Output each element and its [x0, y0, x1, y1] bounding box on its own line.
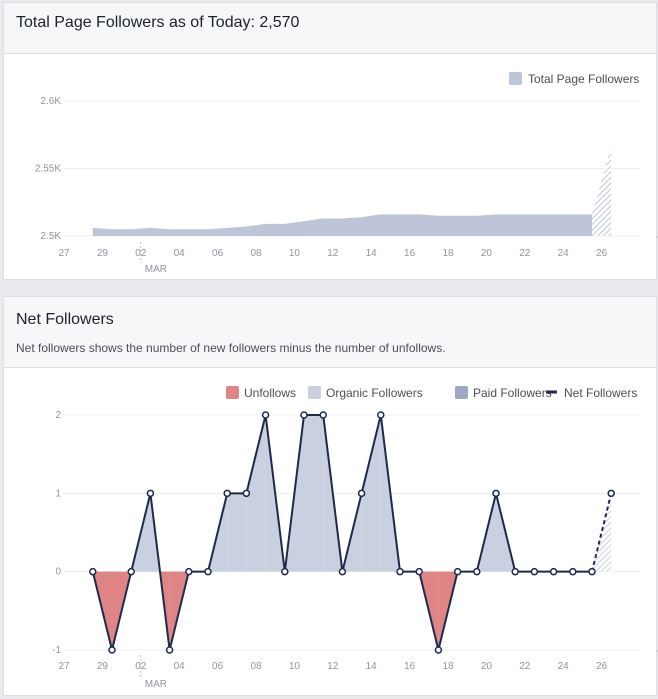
- x-tick-label: 16: [404, 248, 416, 259]
- month-label: MAR: [145, 679, 167, 690]
- total-followers-area: [92, 214, 593, 236]
- data-point: [377, 411, 385, 419]
- data-point: [396, 567, 404, 576]
- y-tick-label: -1: [52, 645, 61, 656]
- x-tick-label: 20: [481, 661, 493, 672]
- data-point: [434, 646, 443, 654]
- y-tick-label: 2.5K: [40, 231, 61, 242]
- total-followers-header: Total Page Followers as of Today: 2,570: [4, 3, 656, 54]
- organic-followers-area: [131, 493, 151, 572]
- data-point: [204, 567, 212, 576]
- data-point: [357, 489, 366, 498]
- data-point: [165, 646, 174, 654]
- y-tick-label: 2.6K: [40, 96, 61, 107]
- legend-label-total: Total Page Followers: [528, 72, 639, 86]
- month-label: MAR: [145, 264, 167, 275]
- legend-swatch-organic-followers: [308, 386, 321, 399]
- data-point: [588, 567, 596, 576]
- organic-followers-area: [361, 415, 381, 572]
- net-followers-card: Net Followers Net followers shows the nu…: [3, 296, 658, 696]
- data-point: [473, 567, 481, 576]
- x-tick-label: 24: [558, 248, 570, 259]
- data-point: [338, 567, 347, 576]
- data-point: [89, 567, 97, 576]
- legend-label-unfollows: Unfollows: [244, 386, 296, 400]
- y-tick-label: 0: [55, 567, 61, 578]
- x-tick-label: 10: [289, 661, 301, 672]
- x-tick-label: 08: [250, 661, 262, 672]
- net-followers-title: Net Followers: [16, 311, 114, 328]
- net-followers-chart: Unfollows Organic Followers Paid Followers…: [52, 386, 658, 690]
- x-tick-label: 16: [404, 661, 416, 672]
- data-point: [569, 567, 577, 576]
- x-tick-label: 24: [558, 661, 570, 672]
- data-point: [127, 567, 135, 576]
- x-tick-label: 18: [442, 248, 454, 259]
- x-tick-label: 29: [97, 248, 109, 259]
- data-point: [530, 567, 539, 576]
- data-point: [453, 567, 462, 576]
- legend-swatch-unfollows: [226, 386, 239, 399]
- y-tick-label: 2: [55, 410, 61, 421]
- legend-swatch-total: [509, 72, 522, 85]
- net-followers-description: Net followers shows the number of new fo…: [16, 341, 446, 355]
- data-point: [146, 489, 155, 498]
- x-tick-label: 12: [327, 248, 339, 259]
- data-point: [281, 567, 289, 576]
- x-tick-label: 06: [212, 661, 224, 672]
- x-tick-label: 22: [519, 661, 531, 672]
- total-followers-chart: Total Page Followers 2.5K 2.55K 2.6K 27 29 02 0…: [35, 72, 658, 275]
- x-tick-label: 22: [519, 248, 531, 259]
- x-tick-label: 26: [596, 248, 608, 259]
- x-tick-label: 14: [366, 661, 378, 672]
- data-point: [185, 567, 193, 576]
- data-point: [300, 411, 308, 419]
- total-followers-projected-area: [592, 146, 612, 236]
- y-tick-label: 1: [55, 488, 61, 499]
- organic-followers-area: [246, 415, 266, 572]
- x-tick-label: 12: [327, 661, 339, 672]
- data-point: [492, 489, 500, 498]
- data-point: [319, 411, 327, 419]
- data-point: [108, 646, 116, 654]
- organic-followers-area: [227, 493, 247, 572]
- data-point: [511, 567, 519, 576]
- x-tick-label: 02: [135, 248, 147, 259]
- data-point: [261, 411, 270, 419]
- x-tick-label: 26: [596, 661, 608, 672]
- x-tick-label: 02: [135, 661, 147, 672]
- data-point: [242, 489, 251, 498]
- x-tick-label: 10: [289, 248, 301, 259]
- x-tick-label: 14: [366, 248, 378, 259]
- x-tick-label: 04: [174, 661, 186, 672]
- x-tick-label: 08: [250, 248, 262, 259]
- data-point: [549, 567, 558, 576]
- total-followers-card: Total Page Followers as of Today: 2,570 …: [3, 2, 658, 280]
- legend-swatch-paid-followers: [455, 386, 468, 399]
- data-point: [223, 489, 231, 498]
- x-tick-label: 06: [212, 248, 224, 259]
- x-tick-label: 27: [58, 248, 70, 259]
- total-followers-title: Total Page Followers as of Today: 2,570: [16, 14, 300, 31]
- y-tick-label: 2.55K: [35, 164, 61, 175]
- net-followers-projected-area: [592, 493, 612, 572]
- data-point: [415, 567, 423, 576]
- legend-label-paid-followers: Paid Followers: [473, 386, 552, 400]
- x-tick-label: 27: [58, 661, 70, 672]
- data-point-projected: [607, 489, 615, 498]
- x-tick-label: 20: [481, 248, 493, 259]
- x-tick-label: 29: [97, 661, 109, 672]
- legend-label-organic-followers: Organic Followers: [326, 386, 423, 400]
- x-tick-label: 04: [174, 248, 186, 259]
- net-followers-header: Net Followers Net followers shows the nu…: [4, 297, 656, 368]
- x-tick-label: 18: [442, 661, 454, 672]
- legend-label-net-followers: Net Followers: [564, 386, 637, 400]
- organic-followers-area: [304, 415, 324, 572]
